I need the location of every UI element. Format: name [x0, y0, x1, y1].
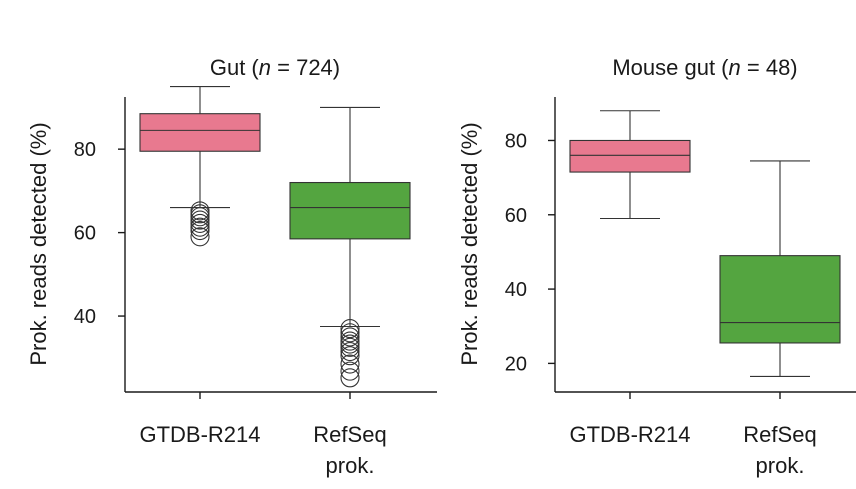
y-tick-label: 40: [74, 306, 96, 328]
outlier-point: [190, 220, 210, 241]
outlier-point: [190, 213, 210, 233]
y-tick-label: 60: [505, 205, 527, 227]
chart-title-prefix: Gut (: [210, 55, 260, 80]
outlier-point: [340, 346, 360, 366]
y-axis-label: Prok. reads detected (%): [457, 122, 482, 365]
outlier-point: [340, 327, 360, 347]
box-series-1: GTDB-R214: [569, 110, 691, 447]
panel-2: Mouse gut (n = 48) Prok. reads detected (…: [457, 55, 856, 478]
x-category-label: GTDB-R214: [139, 422, 260, 447]
x-category-label: prok.: [756, 453, 805, 478]
x-category-label: prok.: [326, 453, 375, 478]
outlier-point: [190, 210, 210, 230]
panels: Gut (n = 724)Prok. reads detected (%) 406…: [26, 55, 856, 478]
x-category-label: RefSeq: [313, 422, 386, 447]
chart-title-n: n: [729, 55, 741, 80]
outlier-point: [340, 319, 360, 339]
x-category-label: RefSeq: [743, 422, 816, 447]
panel-1: Gut (n = 724) Prok. reads detected (%) 40 6…: [26, 55, 437, 478]
box-iqr: [289, 181, 411, 240]
chart-title-n: n: [259, 55, 271, 80]
chart-title: Gut (n = 724): [210, 55, 340, 80]
chart-title-suffix: = 724): [271, 55, 340, 80]
y-tick-label: 80: [505, 130, 527, 152]
outlier-point: [190, 207, 210, 227]
box-series-2: RefSeq prok.: [719, 160, 841, 478]
outlier-point: [340, 354, 360, 374]
outlier-point: [340, 334, 360, 354]
box-iqr: [719, 255, 841, 344]
outlier-point: [340, 323, 360, 343]
y-tick-label: 80: [74, 139, 96, 161]
y-tick-label: 20: [505, 353, 527, 375]
x-category-label: GTDB-R214: [569, 422, 690, 447]
y-tick-label: 40: [505, 279, 527, 301]
outlier-point: [340, 337, 360, 357]
outlier-point: [190, 217, 210, 237]
outlier-point: [340, 368, 360, 388]
box-series-1: GTDB-R214: [139, 86, 261, 447]
outlier-point: [340, 361, 360, 381]
box-iqr: [139, 113, 261, 152]
chart-title: Mouse gut (n = 48): [612, 55, 797, 80]
chart-title-suffix: = 48): [741, 55, 798, 80]
box-series-2: RefSeq prok.: [289, 106, 411, 478]
outlier-point: [340, 341, 360, 362]
box-iqr: [569, 139, 691, 173]
y-tick-label: 60: [74, 223, 96, 245]
outlier-point: [190, 227, 210, 247]
y-axis-label: Prok. reads detected (%): [26, 122, 51, 365]
chart-title-prefix: Mouse gut (: [612, 55, 729, 80]
